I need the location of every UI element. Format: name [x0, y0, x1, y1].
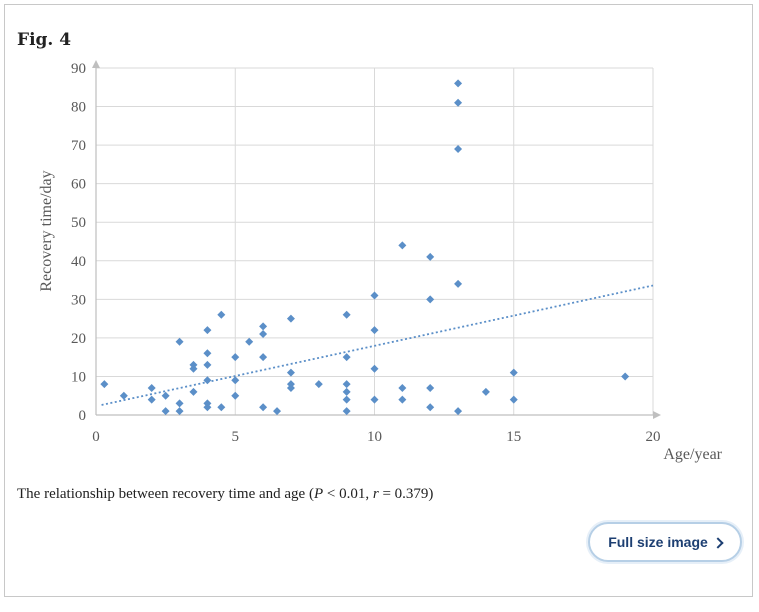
x-tick-label: 20: [646, 429, 661, 445]
data-point: [426, 253, 434, 261]
data-point: [203, 349, 211, 357]
y-tick-label: 20: [71, 331, 86, 347]
x-tick-label: 10: [367, 429, 382, 445]
data-point: [343, 353, 351, 361]
y-tick-label: 70: [71, 138, 86, 154]
x-tick-label: 15: [506, 429, 521, 445]
data-point: [621, 372, 629, 380]
x-axis-label: Age/year: [663, 446, 722, 463]
y-tick-label: 60: [71, 177, 86, 193]
y-axis-arrow: [92, 60, 100, 68]
data-point: [120, 392, 128, 400]
y-tick-label: 90: [71, 61, 86, 77]
figure-caption: The relationship between recovery time a…: [17, 486, 433, 503]
data-point: [148, 396, 156, 404]
axes: [92, 60, 661, 419]
x-tick-label: 0: [92, 429, 100, 445]
data-point: [343, 407, 351, 415]
data-point: [454, 145, 462, 153]
scatter-chart: 0 10 20 30 40 50 60 70 80 90 0 5 10 15 20 Recovery tim…: [5, 5, 754, 475]
data-point: [343, 396, 351, 404]
data-point: [148, 384, 156, 392]
caption-prefix: The relationship between recovery time a…: [17, 486, 314, 502]
y-tick-label: 40: [71, 254, 86, 270]
data-point: [287, 315, 295, 323]
x-axis-arrow: [653, 411, 661, 419]
y-axis-label: Recovery time/day: [38, 170, 55, 291]
data-point: [287, 369, 295, 377]
data-point: [343, 388, 351, 396]
data-point: [259, 403, 267, 411]
grid: [96, 68, 653, 415]
data-point: [203, 326, 211, 334]
data-point: [176, 407, 184, 415]
data-point: [176, 399, 184, 407]
tick-labels: 0 10 20 30 40 50 60 70 80 90 0 5 10 15 20: [71, 61, 661, 445]
y-tick-label: 30: [71, 292, 86, 308]
data-point: [510, 396, 518, 404]
trendline-layer: [102, 285, 653, 405]
x-tick-label: 5: [232, 429, 240, 445]
y-tick-label: 0: [79, 408, 87, 424]
full-size-image-button[interactable]: Full size image: [588, 522, 742, 562]
data-point: [231, 353, 239, 361]
full-size-image-label: Full size image: [608, 534, 708, 550]
data-point: [259, 322, 267, 330]
y-tick-label: 80: [71, 100, 86, 116]
data-point: [510, 369, 518, 377]
data-point: [245, 338, 253, 346]
data-point: [426, 295, 434, 303]
data-point: [482, 388, 490, 396]
data-point: [426, 403, 434, 411]
data-point: [454, 407, 462, 415]
data-point: [454, 79, 462, 87]
data-point: [371, 365, 379, 373]
caption-p-value: < 0.01,: [323, 486, 373, 502]
data-point: [273, 407, 281, 415]
data-point: [343, 311, 351, 319]
data-point: [162, 392, 170, 400]
data-point: [371, 326, 379, 334]
points-layer: [100, 79, 629, 415]
data-point: [259, 353, 267, 361]
caption-p-symbol: P: [314, 486, 323, 502]
y-tick-label: 10: [71, 369, 86, 385]
data-point: [162, 407, 170, 415]
data-point: [100, 380, 108, 388]
data-point: [259, 330, 267, 338]
data-point: [203, 361, 211, 369]
data-point: [454, 280, 462, 288]
y-tick-label: 50: [71, 215, 86, 231]
data-point: [398, 241, 406, 249]
data-point: [217, 311, 225, 319]
data-point: [454, 99, 462, 107]
data-point: [398, 396, 406, 404]
trendline: [102, 285, 653, 405]
caption-r-value: = 0.379): [379, 486, 434, 502]
data-point: [231, 376, 239, 384]
data-point: [371, 396, 379, 404]
data-point: [343, 380, 351, 388]
data-point: [398, 384, 406, 392]
data-point: [426, 384, 434, 392]
figure-card: Fig. 4 0 10 20 30 40 50 60 70 80 90 0 5 10 15 20 Recov…: [4, 4, 753, 597]
data-point: [217, 403, 225, 411]
data-point: [231, 392, 239, 400]
data-point: [189, 388, 197, 396]
data-point: [371, 291, 379, 299]
chevron-right-icon: [712, 537, 723, 548]
data-point: [315, 380, 323, 388]
data-point: [176, 338, 184, 346]
